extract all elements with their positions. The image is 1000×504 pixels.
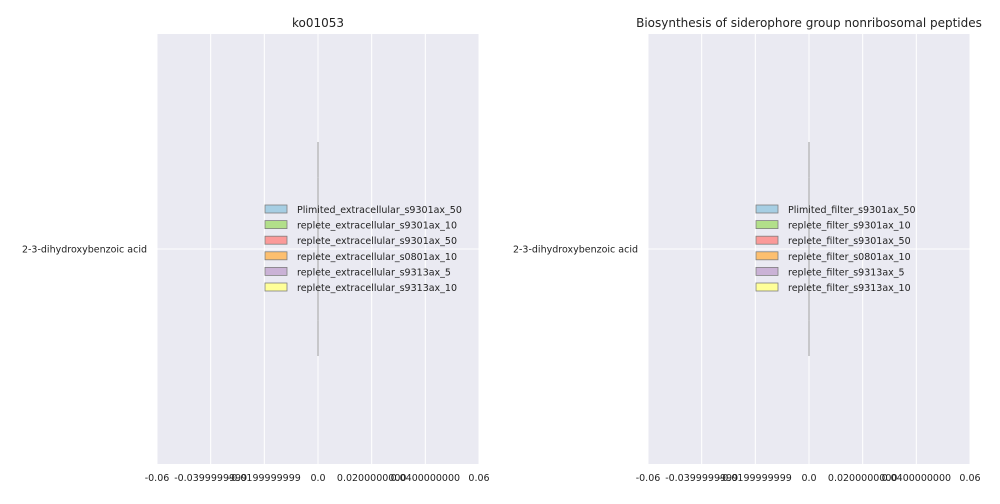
x-tick-label: 0.0200000000 — [337, 473, 407, 484]
legend: Plimited_filter_s9301ax_50 replete_filter… — [755, 204, 916, 294]
legend-swatch-3 — [755, 235, 779, 245]
bar-6 — [317, 320, 319, 356]
legend-swatch-5 — [755, 266, 779, 276]
x-tick-label: -0.0399999999 — [174, 473, 247, 484]
legend-swatch-2 — [755, 220, 779, 230]
legend-label-6: replete_extracellular_s9313ax_10 — [297, 283, 457, 294]
legend-label-6: replete_filter_s9313ax_10 — [788, 283, 911, 294]
bar-3 — [317, 213, 319, 249]
legend-swatch-3 — [264, 235, 288, 245]
x-tick-label: 0.06 — [959, 473, 980, 484]
bar-5 — [317, 284, 319, 321]
x-tick-label: 0.0200000000 — [828, 473, 898, 484]
x-tick-label: -0.06 — [636, 473, 661, 484]
bar-1 — [317, 142, 319, 178]
legend-label-3: replete_filter_s9301ax_50 — [788, 236, 911, 247]
x-tick-label: -0.0399999999 — [665, 473, 738, 484]
x-tick-label: -0.0199999999 — [228, 473, 301, 484]
legend-swatch-1 — [264, 204, 288, 214]
legend-label-4: replete_extracellular_s0801ax_10 — [297, 252, 457, 263]
bar-3 — [808, 213, 810, 249]
chart-title: Biosynthesis of siderophore group nonrib… — [636, 16, 982, 30]
x-tick-label: 0.0 — [310, 473, 325, 484]
legend-label-5: replete_extracellular_s9313ax_5 — [297, 267, 451, 278]
legend-label-2: replete_filter_s9301ax_10 — [788, 221, 911, 232]
x-tick-label: -0.0199999999 — [719, 473, 792, 484]
bar-4 — [808, 249, 810, 285]
legend-swatch-4 — [755, 251, 779, 261]
legend-swatch-6 — [755, 282, 779, 292]
legend-swatch-1 — [755, 204, 779, 214]
legend-label-1: Plimited_extracellular_s9301ax_50 — [297, 205, 462, 216]
legend-swatch-2 — [264, 220, 288, 230]
chart-panel-2: Biosynthesis of siderophore group nonrib… — [513, 16, 982, 484]
bar-2 — [808, 177, 810, 214]
legend-swatch-4 — [264, 251, 288, 261]
legend-label-5: replete_filter_s9313ax_5 — [788, 267, 905, 278]
chart-title: ko01053 — [292, 16, 344, 30]
bar-2 — [317, 177, 319, 214]
y-tick-label: 2-3-dihydroxybenzoic acid — [22, 245, 147, 256]
x-tick-label: 0.06 — [468, 473, 489, 484]
x-tick-label: -0.06 — [145, 473, 170, 484]
legend-swatch-5 — [264, 266, 288, 276]
x-tick-label: 0.0 — [801, 473, 816, 484]
legend-label-1: Plimited_filter_s9301ax_50 — [788, 205, 916, 216]
x-tick-label: 0.0400000000 — [882, 473, 952, 484]
legend: Plimited_extracellular_s9301ax_50replete… — [264, 204, 462, 294]
legend-swatch-6 — [264, 282, 288, 292]
x-tick-label: 0.0400000000 — [391, 473, 461, 484]
chart-panel-1: ko01053 2-3-dihydroxybenzoic acid -0.06 -0.… — [22, 16, 490, 484]
bar-4 — [317, 249, 319, 285]
bar-5 — [808, 284, 810, 321]
legend-label-4: replete_filter_s0801ax_10 — [788, 252, 911, 263]
bar-1 — [808, 142, 810, 178]
bar-6 — [808, 320, 810, 356]
legend-label-2: replete_extracellular_s9301ax_10 — [297, 221, 457, 232]
legend-label-3: replete_extracellular_s9301ax_50 — [297, 236, 457, 247]
y-tick-label: 2-3-dihydroxybenzoic acid — [513, 245, 638, 256]
